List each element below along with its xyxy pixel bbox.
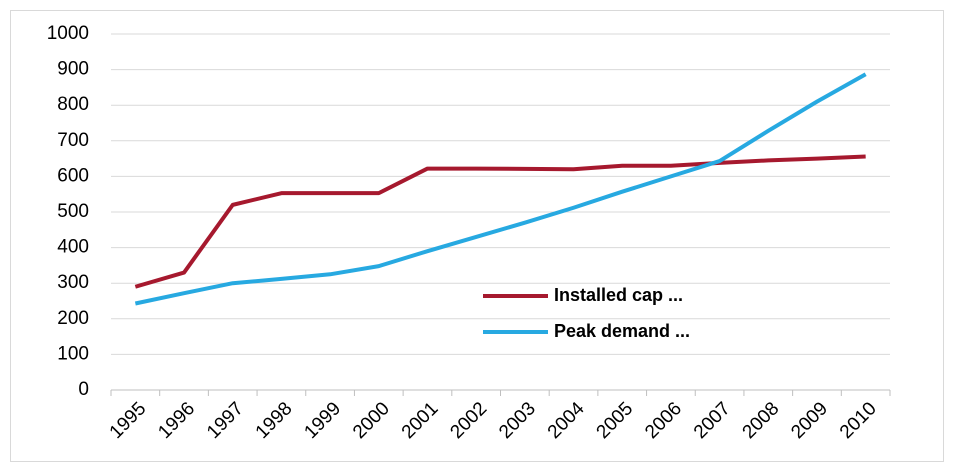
y-tick-label: 700 xyxy=(57,130,89,151)
series-line xyxy=(134,154,866,289)
y-tick-label: 900 xyxy=(57,59,89,80)
y-tick-label: 800 xyxy=(57,94,89,115)
y-tick-label: 0 xyxy=(78,379,89,400)
legend-label: Installed cap ... xyxy=(554,285,683,305)
y-tick-label: 300 xyxy=(57,272,89,293)
y-tick-label: 500 xyxy=(57,201,89,222)
legend-label: Peak demand ... xyxy=(554,321,690,341)
y-tick-label: 600 xyxy=(57,165,89,186)
y-tick-label: 1000 xyxy=(47,23,89,44)
y-tick-label: 200 xyxy=(57,308,89,329)
y-tick-label: 100 xyxy=(57,343,89,364)
series-line xyxy=(134,72,867,306)
y-tick-label: 400 xyxy=(57,237,89,258)
